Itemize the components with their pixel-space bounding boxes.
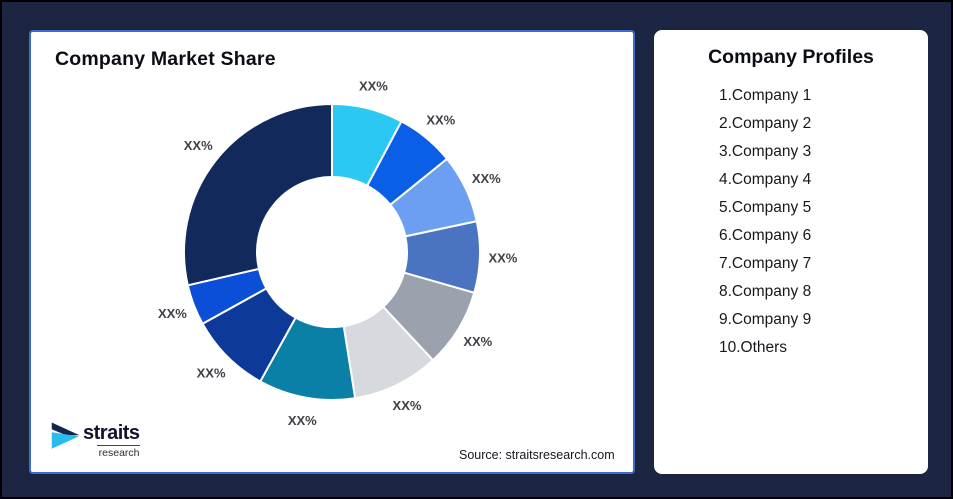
- straits-research-logo: straits research: [51, 419, 140, 459]
- slice-label-7: XX%: [288, 413, 317, 428]
- profile-list-item: 8.Company 8: [719, 283, 812, 300]
- profile-list-item: 2.Company 2: [719, 115, 812, 132]
- profile-list-item: 9.Company 9: [719, 311, 812, 328]
- profile-list-item: 10.Others: [719, 339, 788, 356]
- profile-list-item: 4.Company 4: [719, 171, 812, 188]
- slice-label-3: XX%: [472, 171, 501, 186]
- slice-label-9: XX%: [158, 306, 187, 321]
- straits-logo-icon: [51, 422, 80, 449]
- slice-label-1: XX%: [359, 79, 388, 94]
- slice-label-4: XX%: [488, 251, 517, 266]
- profile-list-item: 6.Company 6: [719, 227, 812, 244]
- profile-list-item: 1.Company 1: [719, 87, 812, 104]
- slice-label-10: XX%: [184, 138, 213, 153]
- chart-title: Company Market Share: [55, 48, 276, 70]
- slice-label-2: XX%: [426, 113, 455, 128]
- slice-label-8: XX%: [197, 365, 226, 380]
- profiles-title: Company Profiles: [708, 46, 874, 68]
- profile-list-item: 5.Company 5: [719, 199, 812, 216]
- source-note: Source: straitsresearch.com: [459, 448, 615, 462]
- profiles-list: 1.Company 1 2.Company 2 3.Company 3 4.Compa…: [654, 82, 928, 362]
- logo-name: straits: [83, 422, 140, 444]
- logo-subtitle: research: [97, 445, 140, 459]
- logo-text-block: straits research: [83, 423, 140, 459]
- market-share-card: XX% XX% XX% XX% XX% XX% XX% XX% XX% XX% Company M…: [29, 30, 635, 474]
- donut-chart: XX% XX% XX% XX% XX% XX% XX% XX% XX% XX%: [158, 79, 518, 428]
- slice-label-6: XX%: [393, 398, 422, 413]
- donut-slice-10: [183, 103, 333, 287]
- company-profiles-card: Company Profiles 1.Company 1 2.Company 2 3…: [654, 30, 928, 474]
- profile-list-item: 3.Company 3: [719, 143, 812, 160]
- profile-list-item: 7.Company 7: [719, 255, 812, 272]
- slice-label-5: XX%: [463, 334, 492, 349]
